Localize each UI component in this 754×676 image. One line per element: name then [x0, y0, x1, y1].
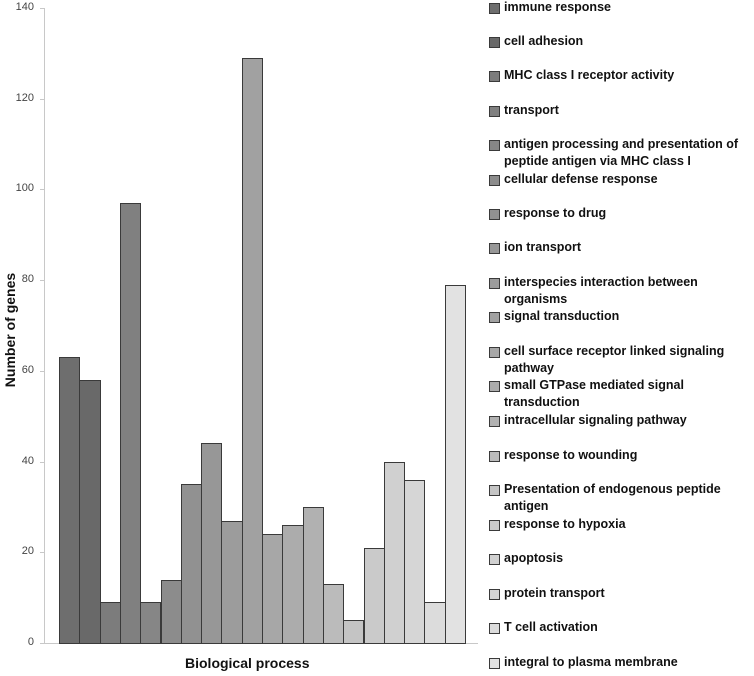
- bar: [363, 547, 385, 644]
- legend-swatch-icon: [489, 243, 500, 254]
- bar: [302, 506, 324, 644]
- bar: [444, 284, 466, 644]
- legend-swatch-icon: [489, 347, 500, 358]
- y-tick-mark: [40, 280, 45, 282]
- legend-swatch-icon: [489, 312, 500, 323]
- y-tick-mark: [40, 552, 45, 554]
- legend-label: response to drug: [504, 206, 607, 220]
- bar: [201, 443, 223, 644]
- bar: [79, 379, 101, 644]
- y-axis-line: [44, 8, 45, 644]
- legend-swatch-icon: [489, 658, 500, 669]
- legend-swatch-icon: [489, 623, 500, 634]
- legend-swatch-icon: [489, 381, 500, 392]
- y-tick-mark: [40, 461, 45, 463]
- legend-label: response to hypoxia: [504, 517, 626, 531]
- legend-label: signal transduction: [504, 309, 620, 323]
- legend-label: interspecies interaction between organis…: [504, 275, 698, 306]
- y-tick-mark: [40, 8, 45, 9]
- bar: [383, 461, 406, 644]
- legend-swatch-icon: [489, 485, 500, 496]
- bar: [59, 357, 81, 644]
- bar: [343, 620, 365, 644]
- y-tick-label: 40: [21, 454, 34, 467]
- legend-label: response to wounding: [504, 448, 638, 462]
- y-tick-mark: [40, 98, 45, 100]
- y-tick-label: 0: [27, 636, 34, 648]
- bar: [119, 203, 142, 644]
- legend-swatch-icon: [489, 278, 500, 289]
- y-tick-label: 80: [21, 273, 34, 286]
- legend-label: cellular defense response: [504, 172, 658, 186]
- bar: [221, 520, 243, 644]
- y-tick-label: 140: [15, 1, 34, 13]
- y-tick-mark: [40, 643, 45, 644]
- y-tick-label: 100: [15, 182, 34, 195]
- legend-label: Presentation of endogenous peptide antig…: [504, 482, 721, 513]
- bar: [404, 479, 426, 644]
- legend-swatch-icon: [489, 140, 500, 151]
- legend-swatch-icon: [489, 520, 500, 531]
- legend-label: T cell activation: [504, 620, 598, 634]
- bar: [282, 525, 304, 644]
- y-tick-mark: [40, 189, 45, 191]
- legend-label: cell adhesion: [504, 34, 584, 48]
- bar: [262, 534, 284, 644]
- legend-swatch-icon: [489, 589, 500, 600]
- legend-label: ion transport: [504, 240, 582, 254]
- legend-swatch-icon: [489, 554, 500, 565]
- legend-label: small GTPase mediated signal transductio…: [504, 378, 684, 409]
- legend-swatch-icon: [489, 175, 500, 186]
- bar: [160, 579, 182, 644]
- x-axis-title: Biological process: [185, 655, 310, 671]
- legend-swatch-icon: [489, 37, 500, 48]
- legend-label: intracellular signaling pathway: [504, 413, 687, 427]
- bar: [241, 57, 263, 644]
- legend-label: MHC class I receptor activity: [504, 68, 675, 82]
- y-tick-label: 20: [21, 545, 34, 558]
- legend-label: immune response: [504, 0, 611, 14]
- bar: [424, 602, 446, 644]
- legend-swatch-icon: [489, 416, 500, 427]
- legend-label: transport: [504, 103, 559, 117]
- legend-label: cell surface receptor linked signaling p…: [504, 344, 725, 375]
- legend-label: protein transport: [504, 586, 605, 600]
- bar: [180, 484, 203, 644]
- y-tick-label: 120: [15, 91, 34, 104]
- legend-swatch-icon: [489, 71, 500, 82]
- legend-swatch-icon: [489, 3, 500, 14]
- legend-swatch-icon: [489, 209, 500, 220]
- y-tick-label: 60: [21, 363, 34, 376]
- legend-label: apoptosis: [504, 551, 564, 565]
- legend-label: integral to plasma membrane: [504, 655, 678, 669]
- legend-swatch-icon: [489, 106, 500, 117]
- legend-swatch-icon: [489, 451, 500, 462]
- bar: [322, 584, 345, 644]
- y-tick-mark: [40, 370, 45, 372]
- bar: [99, 602, 121, 644]
- bar: [140, 602, 162, 644]
- legend-label: antigen processing and presentation of p…: [504, 137, 739, 168]
